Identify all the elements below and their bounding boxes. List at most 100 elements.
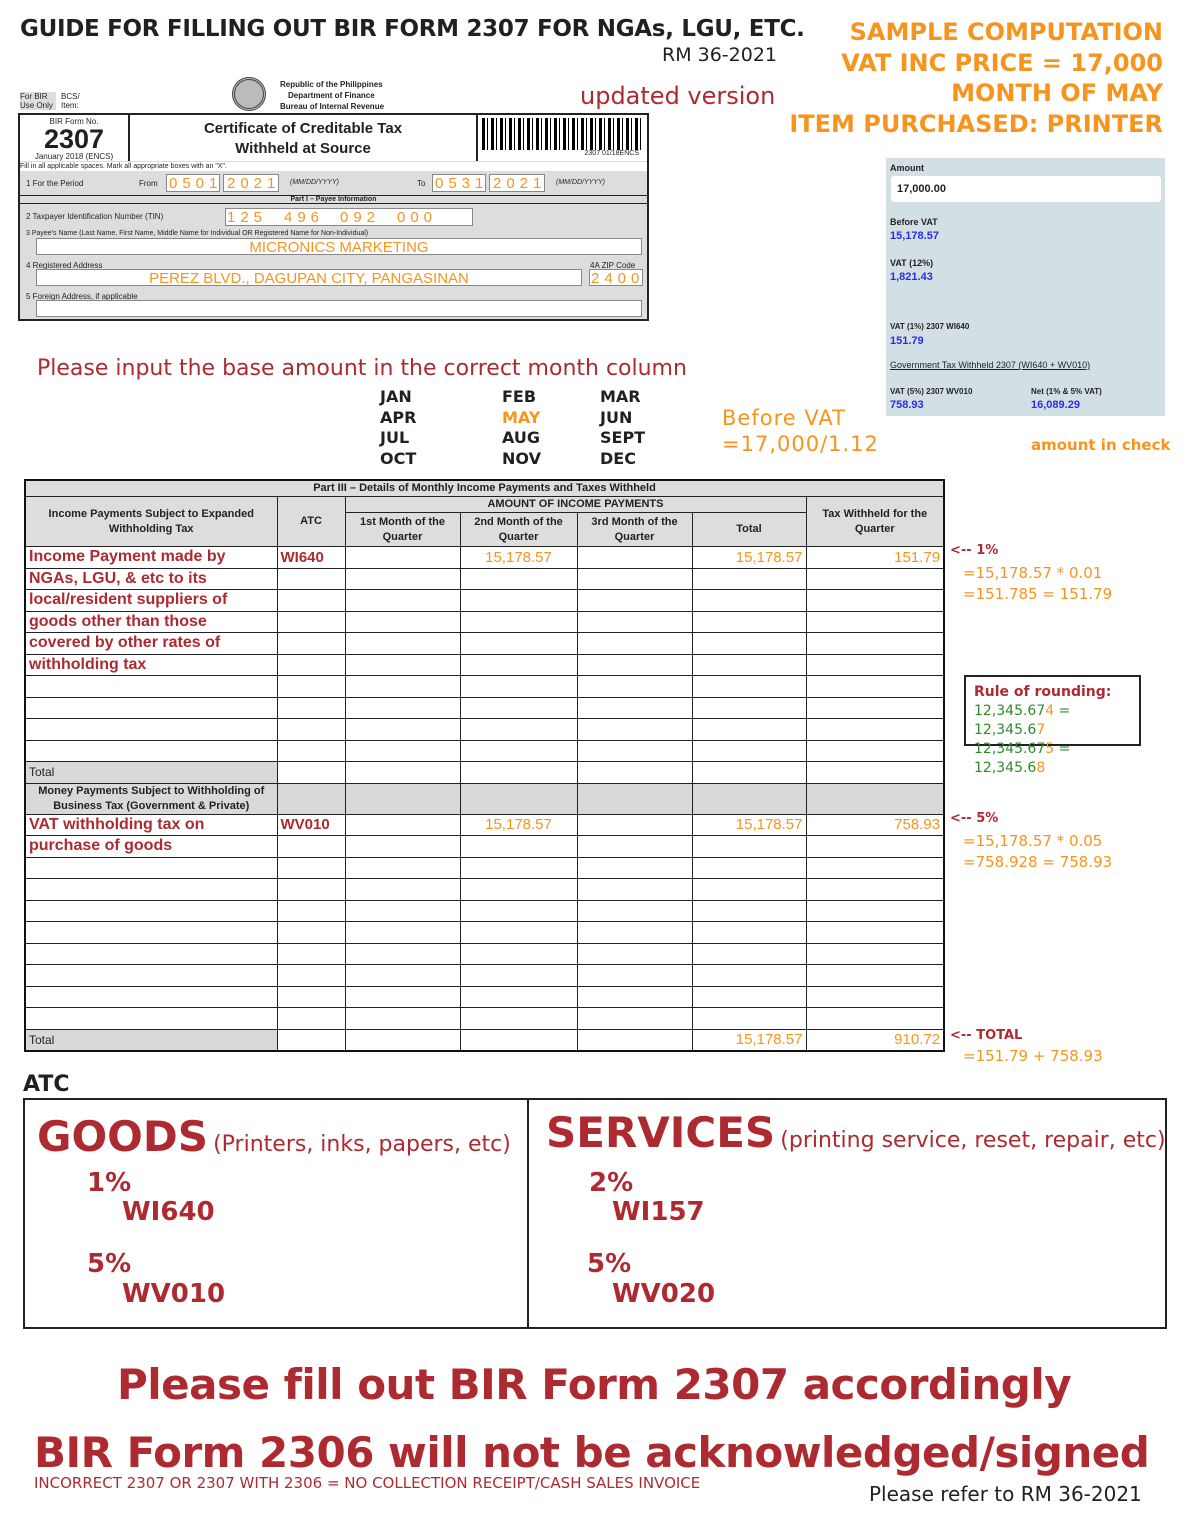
footer-refer: Please refer to RM 36-2021 [869, 1482, 1142, 1506]
r: = 12,345.6 [974, 703, 1071, 738]
cell-month3 [576, 696, 693, 719]
cell-total [691, 675, 807, 698]
bir-seal-icon [232, 77, 266, 111]
row-atc [276, 675, 346, 698]
cell-total [691, 589, 807, 612]
row-atc [276, 696, 346, 719]
payee-name-value: MICRONICS MARKETING [249, 239, 429, 256]
cell-month2 [459, 739, 578, 762]
cell-month2 [459, 964, 578, 987]
cell-total[interactable]: 15,178.57 [691, 546, 807, 569]
cell-tax-withheld[interactable]: 151.79 [805, 546, 945, 569]
from-yyyy-field[interactable]: 2021 [223, 174, 279, 192]
total-label: Total [24, 761, 278, 784]
row-atc [276, 718, 346, 741]
cell-total [691, 1007, 807, 1030]
cell-total [691, 964, 807, 987]
vat-label: VAT (12%) [890, 258, 934, 268]
calculator-panel: Amount 17,000.00 Before VAT 15,178.57 VA… [886, 158, 1165, 416]
one-pct-pointer: <-- 1% [950, 543, 999, 558]
cell-month2 [459, 942, 578, 965]
cell-total [691, 696, 807, 719]
one-pct-calc: =151.785 = 151.79 [963, 585, 1113, 603]
cell-month3 [576, 718, 693, 741]
table-row [24, 1007, 945, 1030]
header-row: Income Payments Subject to Expanded With… [24, 496, 945, 547]
total-pointer: <-- TOTAL [950, 1028, 1023, 1043]
money-header-cell [805, 782, 945, 815]
address-field[interactable]: PEREZ BLVD., DAGUPAN CITY, PANGASINAN [36, 269, 582, 287]
atc-divider [527, 1098, 529, 1329]
total-cell [344, 1028, 461, 1051]
cell-total [691, 653, 807, 676]
reference: RM 36-2021 [662, 44, 778, 66]
form-title-line: Certificate of Creditable Tax [203, 120, 403, 137]
tin-part: 125 [227, 209, 268, 226]
bt-total-row: Total 15,178.57 910.72 [24, 1028, 945, 1051]
cell-month3 [576, 921, 693, 944]
cell-month1 [344, 567, 461, 590]
money-header-row: Money Payments Subject to Withholding of… [24, 782, 945, 815]
page-title: GUIDE FOR FILLING OUT BIR FORM 2307 FOR … [20, 16, 805, 42]
money-header-cell [459, 782, 578, 815]
to-yyyy-field[interactable]: 2021 [489, 174, 545, 192]
goods-rate: 1% [87, 1168, 132, 1198]
cell-tax-withheld [805, 856, 945, 879]
total-cell [459, 1028, 578, 1051]
month-oct: OCT [380, 448, 417, 468]
vat5-value: 758.93 [890, 399, 924, 411]
cell-total[interactable]: 15,178.57 [691, 813, 807, 836]
grand-total-amount[interactable]: 15,178.57 [691, 1028, 807, 1051]
goods-code: WI640 [122, 1197, 215, 1227]
cell-month1 [344, 964, 461, 987]
payee-name-field[interactable]: MICRONICS MARKETING [36, 238, 642, 256]
month-nov: NOV [502, 448, 541, 468]
tin-field[interactable]: 125 496 092 000 [225, 208, 473, 226]
col-m2-header: 2nd Month of the Quarter [459, 512, 578, 547]
cell-tax-withheld [805, 718, 945, 741]
foreign-address-field[interactable] [36, 300, 642, 317]
cell-month2[interactable]: 15,178.57 [459, 813, 578, 836]
period-label: 1 For the Period [26, 179, 84, 188]
cell-month2 [459, 632, 578, 655]
cell-month2 [459, 835, 578, 858]
cell-month3 [576, 739, 693, 762]
col-desc-header: Income Payments Subject to Expanded With… [24, 496, 278, 547]
to-mmdd-field[interactable]: 0531 [432, 174, 486, 192]
cell-month3 [576, 942, 693, 965]
form-title: Certificate of Creditable Tax Withheld a… [130, 115, 476, 161]
address-value: PEREZ BLVD., DAGUPAN CITY, PANGASINAN [149, 270, 469, 287]
table-row [24, 739, 945, 762]
cell-total [691, 610, 807, 633]
row-description: covered by other rates of [24, 632, 278, 655]
money-header-cell [576, 782, 693, 815]
header-row: 1st Month of the Quarter 2nd Month of the… [25, 512, 944, 547]
grand-total-tax[interactable]: 910.72 [805, 1028, 945, 1051]
col-total-header: Total [691, 512, 807, 547]
goods-title: GOODS [37, 1112, 208, 1161]
date-format: (MM/DD/YYYY) [556, 179, 605, 186]
cell-month3 [576, 567, 693, 590]
cell-month2[interactable]: 15,178.57 [459, 546, 578, 569]
zip-field[interactable]: 2400 [589, 269, 643, 287]
date-format: (MM/DD/YYYY) [290, 179, 339, 186]
to-label: To [417, 179, 426, 188]
table-row: withholding tax [24, 653, 945, 676]
table-row [24, 942, 945, 965]
row-description [24, 1007, 278, 1030]
row-atc [276, 942, 346, 965]
month-apr: APR [380, 407, 417, 427]
row-atc [276, 921, 346, 944]
table-row: Income Payment made by WI640 15,178.57 15,1… [24, 546, 945, 569]
cell-month2 [459, 1007, 578, 1030]
row-description [24, 899, 278, 922]
vat5-label: VAT (5%) 2307 WV010 [890, 387, 973, 396]
amount-input[interactable]: 17,000.00 [891, 176, 1161, 202]
from-mmdd-field[interactable]: 0501 [166, 174, 220, 192]
money-header-cell [691, 782, 807, 815]
cell-tax-withheld [805, 921, 945, 944]
cell-month2 [459, 921, 578, 944]
part3-heading-row: Part III – Details of Monthly Income Pay… [24, 479, 945, 497]
cell-tax-withheld[interactable]: 758.93 [805, 813, 945, 836]
month-row: APR MAY JUN [380, 408, 660, 429]
